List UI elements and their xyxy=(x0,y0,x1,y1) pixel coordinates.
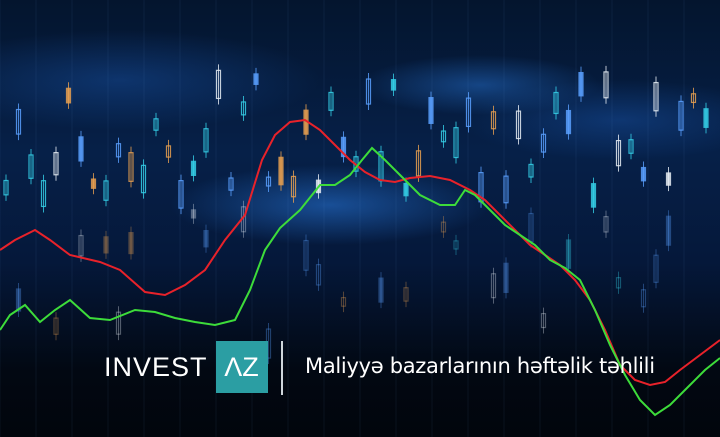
candle-body xyxy=(178,180,184,209)
candle-body xyxy=(115,311,122,335)
candle-body xyxy=(665,172,672,186)
candle-body xyxy=(253,73,259,85)
candle-body xyxy=(665,215,672,246)
candle-body xyxy=(490,273,497,299)
candle-body xyxy=(540,133,547,153)
candle-body xyxy=(153,118,159,131)
candle-body xyxy=(640,166,647,182)
candle-body xyxy=(315,264,322,286)
candle-body xyxy=(103,180,109,201)
candle-body xyxy=(303,239,309,271)
candle-body xyxy=(53,317,59,335)
candle-body xyxy=(203,229,209,248)
candle-body xyxy=(53,152,59,176)
candle-body xyxy=(15,108,22,135)
candle-body xyxy=(115,143,122,158)
candle-body xyxy=(678,100,684,131)
candle-body xyxy=(390,79,397,91)
candle-body xyxy=(565,109,572,135)
candle-body xyxy=(65,87,72,104)
candle-body xyxy=(140,164,147,194)
candle-body xyxy=(415,150,422,177)
candle-body xyxy=(453,240,459,250)
candle-body xyxy=(465,97,472,128)
candle-body xyxy=(515,110,522,140)
candle-body xyxy=(15,288,22,312)
candle-body xyxy=(703,108,709,128)
candle-body xyxy=(165,145,172,158)
candle-body xyxy=(78,136,84,162)
candle-body xyxy=(203,128,209,153)
candle-body xyxy=(90,178,97,189)
candle-body xyxy=(503,175,509,204)
candle-body xyxy=(265,176,272,187)
candle-body xyxy=(490,111,497,130)
candle-body xyxy=(553,91,559,115)
candle-body xyxy=(615,139,622,167)
candle-body xyxy=(565,239,572,269)
candle-body xyxy=(228,177,234,191)
candle-body xyxy=(528,163,534,178)
candle-body xyxy=(128,232,134,255)
candle-body xyxy=(590,183,597,208)
candle-body xyxy=(28,154,34,179)
candle-body xyxy=(328,91,334,111)
candle-body xyxy=(403,182,409,197)
candle-body xyxy=(603,71,609,99)
candle-body xyxy=(278,156,284,186)
candle-body xyxy=(128,152,134,182)
candle-body xyxy=(453,127,459,159)
candle-body xyxy=(615,277,622,289)
candle-body xyxy=(653,81,659,112)
candle-body xyxy=(603,216,609,233)
candle-body xyxy=(440,221,447,233)
candle-body xyxy=(440,130,447,143)
candle-body xyxy=(3,179,9,196)
candle-body xyxy=(503,262,509,293)
tagline: Maliyyə bazarlarının həftəlik təhlili xyxy=(305,354,655,378)
divider xyxy=(281,341,283,395)
logo-mark: ΛZ xyxy=(215,341,268,393)
candle-body xyxy=(190,160,197,176)
candle-body xyxy=(690,93,697,104)
candle-body xyxy=(290,175,297,198)
candle-body xyxy=(215,69,222,100)
candle-body xyxy=(378,277,384,303)
candle-body xyxy=(640,289,647,308)
candle-body xyxy=(428,97,434,124)
candle-body xyxy=(540,312,547,329)
invest-az-logo: INVEST ΛZ xyxy=(104,341,268,393)
candle-body xyxy=(240,101,247,116)
candle-body xyxy=(365,78,372,105)
candle-body xyxy=(403,287,409,302)
candle-body xyxy=(578,71,584,97)
candle-body xyxy=(653,254,659,283)
candle-body xyxy=(40,180,47,208)
candle-body xyxy=(103,236,109,254)
red-trend-line xyxy=(0,118,720,387)
candle-body xyxy=(628,139,634,154)
candle-body xyxy=(78,234,84,257)
candle-body xyxy=(340,136,347,158)
logo-wordmark: INVEST xyxy=(104,351,208,382)
candle-body xyxy=(340,297,347,307)
candle-body xyxy=(190,209,197,219)
green-trend-line xyxy=(0,146,720,417)
